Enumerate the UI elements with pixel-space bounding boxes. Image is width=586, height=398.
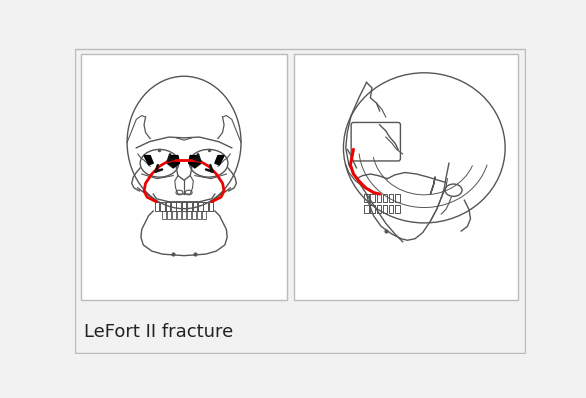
Bar [294,54,518,300]
Bar [81,54,287,300]
Polygon shape [189,156,201,168]
Polygon shape [144,156,154,165]
Polygon shape [167,156,179,168]
Polygon shape [215,156,224,165]
Text: LeFort II fracture: LeFort II fracture [84,324,233,341]
